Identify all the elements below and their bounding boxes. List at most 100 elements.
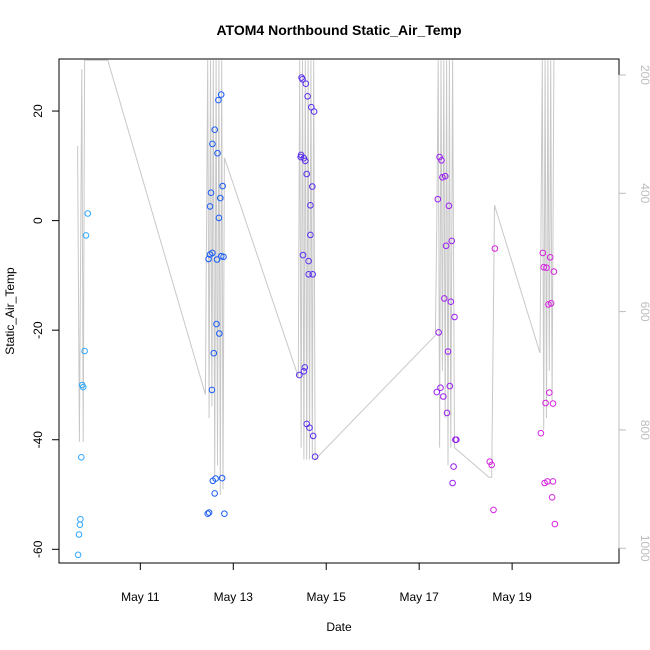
data-point [549,400,557,407]
y2-tick-label: 200 [638,65,650,85]
data-point [441,172,449,180]
data-point [210,349,218,357]
data-point [213,320,220,328]
data-point [551,520,559,528]
data-point [211,490,218,497]
data-point [211,126,218,133]
data-point [84,210,92,217]
data-point [448,237,456,245]
pressure-series-line [77,59,555,496]
data-point [209,249,216,257]
x-tick-label: May 15 [307,590,347,604]
data-point [491,245,499,252]
data-point [213,256,221,263]
data-point [438,157,445,164]
y2-tick-label: 400 [638,183,650,203]
data-point [219,182,226,190]
data-point [305,271,312,278]
data-point [447,298,455,306]
data-point [209,140,216,148]
data-point [74,551,82,559]
data-point [441,295,448,302]
data-points [74,74,559,559]
data-point [301,364,309,371]
data-point [79,383,87,391]
data-point [82,232,90,239]
data-point [445,202,453,210]
x-tick-label: May 13 [214,590,254,604]
data-point [546,253,554,261]
y2-tick-label: 600 [638,302,650,322]
y-tick-label: -40 [31,431,45,449]
data-point [299,251,307,259]
data-point [206,203,214,210]
y-tick-label: -20 [31,321,45,339]
data-point [547,300,555,307]
data-point [307,231,314,239]
data-point [205,255,212,263]
data-point [218,474,226,482]
data-point [453,436,460,444]
data-point [435,329,443,336]
data-point [434,195,442,203]
data-point [215,96,222,104]
x-axis: May 11 May 13 May 15 May 17 May 19 [121,562,532,604]
data-point [488,461,496,469]
data-point [543,264,550,272]
y2-tick-label: 800 [638,420,650,440]
data-point [446,382,454,390]
data-point [75,531,83,538]
data-point [205,509,213,516]
data-point [208,386,216,394]
data-point [217,194,224,202]
data-point [442,242,450,250]
data-point [221,510,228,518]
y-tick-label: 0 [31,217,45,224]
x-tick-label: May 19 [492,590,532,604]
y-tick-label: 20 [31,104,45,118]
data-point [311,453,319,461]
data-point [214,149,221,157]
data-point [207,189,215,196]
data-point [539,249,547,257]
data-point [309,432,317,440]
pressure-line [77,59,555,496]
data-point [217,91,225,98]
data-point [437,384,444,392]
data-point [303,170,311,178]
data-point [546,389,553,396]
y-tick-label: -60 [31,540,45,558]
y2-axis: 200 400 600 800 1000 [618,65,650,562]
data-point [540,263,548,271]
data-point [550,268,558,275]
data-point [433,388,441,396]
y-axis: -60 -40 -20 0 20 [31,104,60,558]
data-point [307,202,314,209]
data-point [215,214,223,222]
data-point [310,108,318,115]
data-point [299,76,306,83]
data-point [440,393,447,400]
data-point [449,479,456,487]
data-point [451,313,458,321]
data-point [549,478,557,485]
data-point [302,80,310,87]
data-point [537,429,545,437]
data-point [490,506,497,514]
data-point [78,454,85,461]
y2-tick-label: 1000 [638,535,650,562]
data-point [309,183,316,190]
data-point [302,157,309,165]
y-axis-label: Static_Air_Temp [3,267,17,355]
data-point [450,463,457,470]
data-point [548,494,556,501]
x-axis-label: Date [326,620,352,634]
x-tick-label: May 17 [399,590,439,604]
data-point [204,510,211,518]
data-point [436,153,443,161]
chart-title: ATOM4 Northbound Static_Air_Temp [216,22,461,38]
data-point [304,93,311,100]
data-point [217,252,225,260]
plot-frame [58,58,620,564]
data-point [76,521,84,529]
